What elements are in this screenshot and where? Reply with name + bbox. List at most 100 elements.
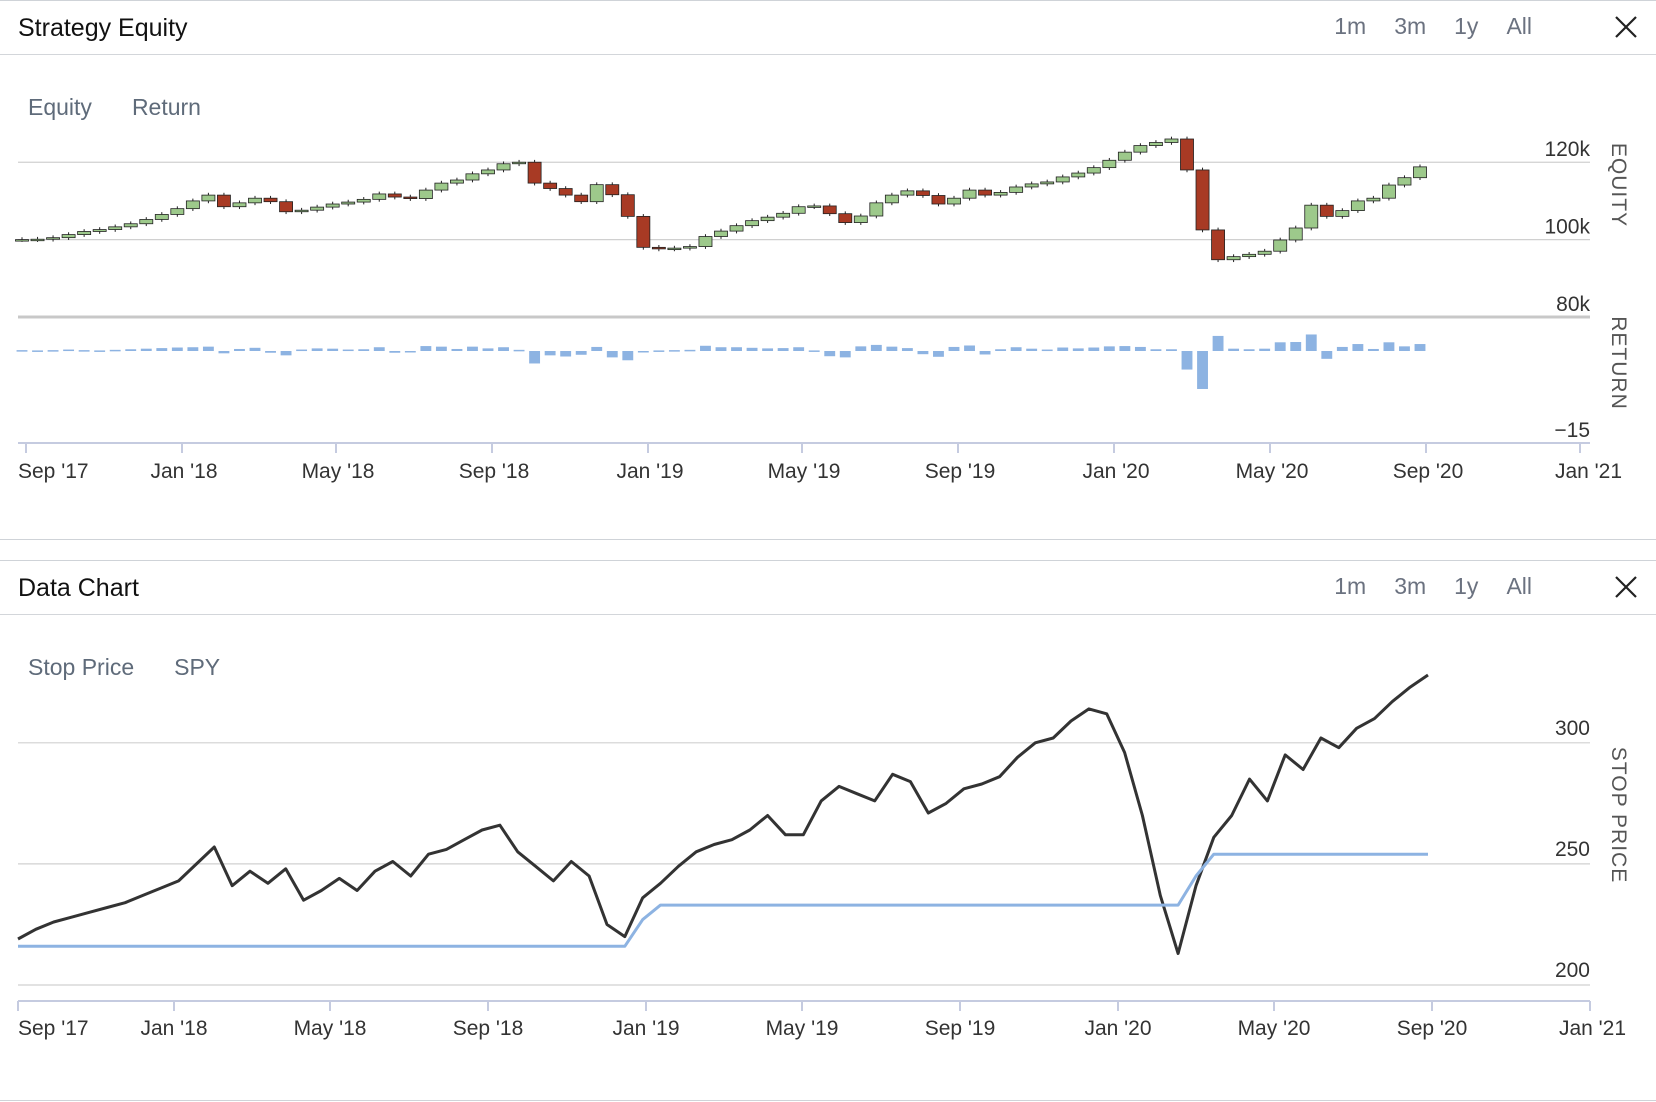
x-tick-label: Sep '19 <box>925 460 996 483</box>
return-bar <box>793 347 805 351</box>
return-bar <box>1228 348 1240 351</box>
candle-up <box>1335 210 1350 217</box>
return-bar <box>1399 346 1410 351</box>
range-3m-button[interactable]: 3m <box>1394 573 1427 599</box>
return-bar <box>296 349 308 352</box>
stop-price-series-line <box>18 852 1428 948</box>
return-bar <box>435 346 447 351</box>
legend-item-return[interactable]: Return <box>131 94 201 120</box>
panel-header: Data Chart 1m 3m 1y All <box>0 561 1656 615</box>
return-bar <box>529 351 541 364</box>
legend-item-spy[interactable]: SPY <box>174 654 221 680</box>
range-1y-button[interactable]: 1y <box>1454 573 1479 599</box>
candle-up <box>667 247 682 251</box>
candle-up <box>61 234 76 239</box>
candle-up <box>1257 250 1272 255</box>
return-bar <box>731 347 742 351</box>
candle-up <box>139 219 154 225</box>
y-tick-label: 200 <box>1555 959 1590 982</box>
y-tick-label: 120k <box>1544 138 1590 161</box>
candle-up <box>92 229 107 232</box>
candle-up <box>434 182 449 191</box>
candle-up <box>1226 256 1241 261</box>
candle-down <box>931 195 946 205</box>
return-bar <box>1134 346 1146 351</box>
return-bar <box>1274 342 1286 351</box>
x-tick-label: Jan '19 <box>616 460 683 483</box>
range-all-button[interactable]: All <box>1506 13 1532 39</box>
return-bar <box>109 349 121 352</box>
return-bar <box>482 348 494 351</box>
legend-item-stop-price[interactable]: Stop Price <box>28 654 135 680</box>
candle-down <box>263 197 278 203</box>
return-bar <box>933 351 944 357</box>
range-selector: 1m 3m 1y All <box>1320 13 1546 40</box>
candle-up <box>1055 176 1070 183</box>
candle-down <box>1319 204 1334 217</box>
candle-up <box>1024 183 1039 188</box>
return-bar <box>901 348 913 351</box>
candle-up <box>1164 138 1179 143</box>
x-tick-label: May '18 <box>294 1017 367 1040</box>
range-all-button[interactable]: All <box>1506 573 1532 599</box>
return-bar <box>513 349 525 352</box>
panel-title: Data Chart <box>18 574 139 602</box>
return-bar <box>140 348 152 351</box>
return-bar <box>995 349 1007 351</box>
candle-up <box>869 202 884 217</box>
legend-item-equity[interactable]: Equity <box>28 94 92 120</box>
candle-up <box>154 214 169 220</box>
return-bar <box>498 347 509 351</box>
candle-down <box>543 182 558 189</box>
x-tick-label: May '19 <box>768 460 841 483</box>
y-axis-title: RETURN <box>1607 316 1630 410</box>
y-tick-label: 250 <box>1555 838 1590 861</box>
range-1m-button[interactable]: 1m <box>1334 13 1367 39</box>
candle-up <box>947 197 961 205</box>
candle-up <box>185 200 200 210</box>
candle-up <box>170 208 185 215</box>
candle-up <box>1304 204 1319 229</box>
candle-up <box>108 226 123 230</box>
candle-up <box>1366 197 1381 202</box>
return-bar <box>1119 346 1131 351</box>
return-bar <box>1026 348 1038 351</box>
return-bar <box>1057 347 1069 351</box>
candle-up <box>1397 177 1412 186</box>
x-tick-label: Sep '18 <box>453 1017 524 1040</box>
candle-up <box>15 239 29 242</box>
return-bar <box>606 351 618 358</box>
return-bar <box>94 350 106 352</box>
x-tick-label: May '19 <box>766 1017 839 1040</box>
return-bar <box>420 346 432 351</box>
return-bar <box>700 345 711 351</box>
candle-up <box>589 184 604 203</box>
candle-up <box>294 209 309 213</box>
close-icon[interactable] <box>1612 13 1640 41</box>
range-1y-button[interactable]: 1y <box>1454 13 1479 39</box>
candle-up <box>993 191 1008 196</box>
return-bar <box>32 350 43 352</box>
candle-up <box>1242 253 1257 258</box>
x-tick-label: May '20 <box>1236 460 1309 483</box>
candle-up <box>341 201 356 205</box>
return-bar <box>327 348 339 351</box>
candle-up <box>776 212 791 218</box>
range-1m-button[interactable]: 1m <box>1334 573 1367 599</box>
return-bar <box>622 351 634 361</box>
strategy-equity-panel: Strategy Equity 1m 3m 1y All Equity Retu… <box>0 0 1656 540</box>
candle-up <box>372 193 387 200</box>
candle-up <box>1288 227 1303 241</box>
range-3m-button[interactable]: 3m <box>1394 13 1427 39</box>
return-bar <box>311 348 323 351</box>
candle-up <box>1350 200 1365 211</box>
candle-up <box>356 198 371 203</box>
return-bar <box>218 351 230 354</box>
return-bar <box>1150 349 1162 351</box>
return-bar <box>171 347 183 351</box>
candle-down <box>651 246 666 250</box>
return-bar <box>63 349 75 352</box>
candle-up <box>30 238 45 242</box>
close-icon[interactable] <box>1612 573 1640 601</box>
x-tick-label: Jan '18 <box>150 460 217 483</box>
